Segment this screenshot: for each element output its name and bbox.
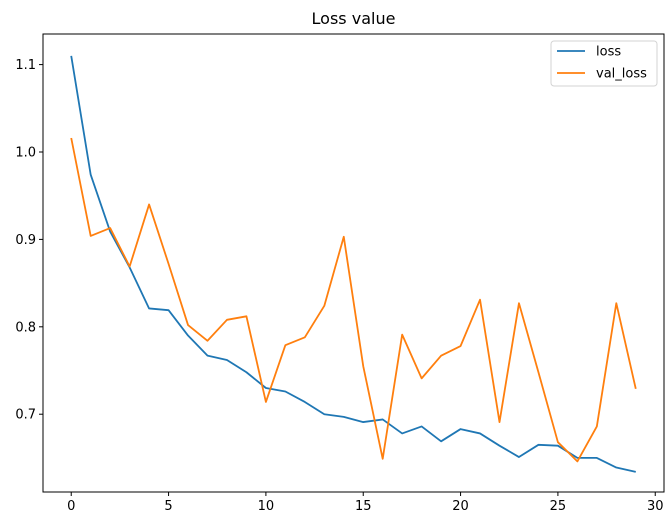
y-axis: 0.7 0.8 0.9 1.0 1.1 [15, 58, 43, 423]
x-axis: 0 5 10 15 20 25 30 [67, 492, 664, 514]
chart-title: Loss value [312, 9, 396, 28]
y-tick-label: 0.9 [15, 233, 36, 248]
plot-lines [70, 55, 637, 473]
x-tick-label: 20 [452, 499, 469, 514]
series-line-loss [70, 55, 636, 473]
x-tick-label: 0 [67, 499, 75, 514]
axes-frame [42, 33, 665, 493]
y-tick-label: 0.7 [15, 408, 36, 423]
legend-box [550, 40, 658, 87]
x-tick-label: 25 [550, 499, 567, 514]
y-tick-label: 0.8 [15, 320, 36, 335]
x-tick-label: 30 [647, 499, 664, 514]
y-tick-label: 1.1 [15, 58, 36, 73]
x-tick-label: 15 [355, 499, 372, 514]
legend: loss val_loss [550, 40, 658, 87]
y-tick-label: 1.0 [15, 145, 36, 160]
series-line-val-loss [70, 137, 637, 463]
x-tick-label: 5 [164, 499, 172, 514]
x-tick-label: 10 [258, 499, 275, 514]
legend-label-val-loss: val_loss [596, 67, 647, 82]
legend-label-loss: loss [596, 45, 621, 60]
